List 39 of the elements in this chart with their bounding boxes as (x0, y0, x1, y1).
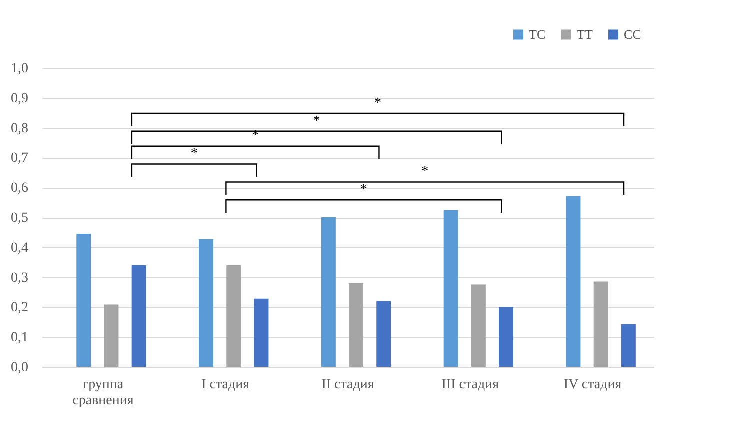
bar (499, 307, 514, 367)
legend-label: CC (624, 26, 642, 42)
annotation: * (360, 182, 368, 198)
bar (254, 298, 269, 367)
y-tick-label: 0,4 (11, 240, 28, 256)
bar (594, 282, 608, 367)
y-tick-label: 1,0 (11, 62, 28, 76)
x-tick-label: I стадия (202, 378, 250, 392)
bar (226, 265, 242, 367)
y-tick-label: 0,6 (11, 181, 28, 196)
y-tick-label: 0,1 (11, 330, 28, 346)
bar (621, 324, 636, 367)
y-tick-label: 0,2 (11, 300, 28, 316)
y-tick-label: 0,5 (11, 211, 28, 226)
x-tick-label: III стадия (442, 378, 500, 392)
bar (199, 239, 214, 367)
annotation: * (190, 146, 198, 162)
y-tick-label: 0,7 (11, 151, 28, 166)
bar (349, 283, 364, 367)
legend-label: TC (529, 26, 546, 42)
y-tick-label: 0,8 (11, 121, 28, 136)
bar (376, 301, 392, 367)
y-tick-label: 0,0 (11, 360, 28, 376)
x-tick-label: IV стадия (564, 378, 622, 392)
annotation: * (422, 164, 429, 180)
bar (76, 234, 92, 367)
bar (321, 218, 336, 367)
bar (104, 304, 119, 367)
bar (444, 210, 458, 367)
annotation: * (374, 96, 382, 111)
bar (566, 196, 581, 367)
y-tick-label: 0,9 (11, 91, 28, 106)
y-tick-label: 0,3 (11, 270, 28, 286)
x-tick-label: группа сравнения (72, 378, 134, 408)
bar (471, 284, 486, 367)
annotation: * (313, 114, 320, 129)
x-tick-label: II стадия (322, 378, 375, 392)
legend-label: TT (577, 26, 593, 42)
bar (132, 265, 146, 367)
